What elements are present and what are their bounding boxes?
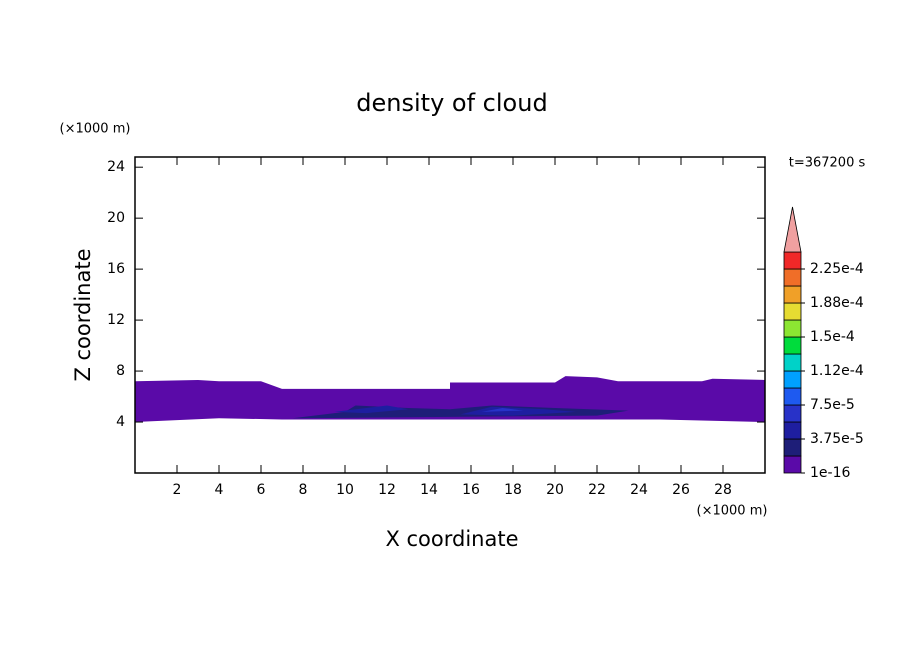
y-tick-label: 12 bbox=[107, 312, 125, 328]
colorbar-box bbox=[783, 251, 802, 270]
x-tick-label: 6 bbox=[257, 482, 266, 498]
x-tick-label: 18 bbox=[504, 482, 522, 498]
x-unit: (×1000 m) bbox=[697, 504, 768, 519]
contour-region bbox=[334, 405, 408, 414]
x-tick-label: 24 bbox=[630, 482, 648, 498]
colorbar-box bbox=[783, 404, 802, 423]
colorbar-box bbox=[783, 319, 802, 338]
colorbar-box bbox=[783, 336, 802, 355]
y-tick-label: 24 bbox=[107, 159, 125, 175]
colorbar-box bbox=[783, 353, 802, 372]
y-unit: (×1000 m) bbox=[60, 122, 131, 137]
colorbar-box bbox=[783, 387, 802, 406]
colorbar-tick-label: 3.75e-5 bbox=[810, 431, 864, 447]
x-tick-label: 12 bbox=[378, 482, 396, 498]
y-tick-label: 8 bbox=[116, 363, 125, 379]
contour-region bbox=[481, 408, 524, 412]
x-tick-label: 26 bbox=[672, 482, 690, 498]
colorbar-box bbox=[783, 421, 802, 440]
x-tick-label: 16 bbox=[462, 482, 480, 498]
x-tick-label: 20 bbox=[546, 482, 564, 498]
x-tick-label: 8 bbox=[299, 482, 308, 498]
colorbar-tick-label: 1e-16 bbox=[810, 465, 850, 481]
colorbar-tick-label: 2.25e-4 bbox=[810, 261, 864, 277]
colorbar-tick-label: 1.12e-4 bbox=[810, 363, 864, 379]
time-label: t=367200 s bbox=[789, 156, 866, 171]
colorbar-box bbox=[783, 370, 802, 389]
colorbar-extend bbox=[783, 206, 802, 253]
plot-frame bbox=[134, 156, 766, 474]
colorbar-tick-label: 1.5e-4 bbox=[810, 329, 855, 345]
colorbar-tick-label: 7.5e-5 bbox=[810, 397, 855, 413]
colorbar-tick-label: 1.88e-4 bbox=[810, 295, 864, 311]
x-axis-label: X coordinate bbox=[385, 527, 518, 551]
x-tick-label: 10 bbox=[336, 482, 354, 498]
chart-title: density of cloud bbox=[356, 89, 547, 117]
colorbar-box bbox=[783, 285, 802, 304]
colorbar-box bbox=[783, 455, 802, 474]
x-tick-label: 14 bbox=[420, 482, 438, 498]
colorbar-box bbox=[783, 302, 802, 321]
y-axis-label: Z coordinate bbox=[71, 248, 95, 381]
contour-region bbox=[460, 406, 576, 416]
y-tick-label: 16 bbox=[107, 261, 125, 277]
x-tick-label: 4 bbox=[215, 482, 224, 498]
colorbar-box bbox=[783, 268, 802, 287]
x-tick-label: 2 bbox=[173, 482, 182, 498]
x-tick-label: 22 bbox=[588, 482, 606, 498]
y-tick-label: 4 bbox=[116, 414, 125, 430]
colorbar-box bbox=[783, 438, 802, 457]
y-tick-label: 20 bbox=[107, 210, 125, 226]
x-tick-label: 28 bbox=[714, 482, 732, 498]
